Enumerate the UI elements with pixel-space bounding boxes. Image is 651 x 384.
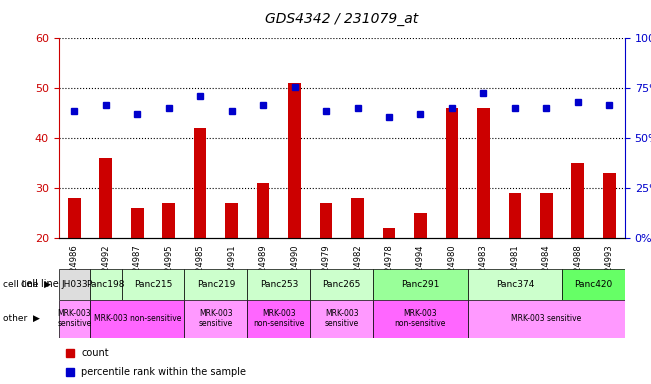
Text: cell line  ▶: cell line ▶ <box>3 280 51 289</box>
Bar <box>256 183 270 238</box>
FancyBboxPatch shape <box>247 269 311 300</box>
Text: Panc420: Panc420 <box>574 280 613 289</box>
Bar <box>194 128 206 238</box>
Text: MRK-003 sensitive: MRK-003 sensitive <box>511 314 581 323</box>
FancyBboxPatch shape <box>562 269 625 300</box>
Text: MRK-003
sensitive: MRK-003 sensitive <box>57 309 91 328</box>
Bar <box>445 108 458 238</box>
Bar <box>383 228 395 238</box>
FancyBboxPatch shape <box>467 300 625 338</box>
FancyBboxPatch shape <box>90 300 184 338</box>
Text: Panc291: Panc291 <box>401 280 439 289</box>
FancyBboxPatch shape <box>373 269 467 300</box>
Bar <box>351 198 364 238</box>
Bar <box>540 193 553 238</box>
FancyBboxPatch shape <box>311 300 373 338</box>
FancyBboxPatch shape <box>373 300 467 338</box>
Bar <box>414 213 427 238</box>
Bar <box>572 163 584 238</box>
Text: JH033: JH033 <box>61 280 88 289</box>
Text: MRK-003 non-sensitive: MRK-003 non-sensitive <box>94 314 181 323</box>
FancyBboxPatch shape <box>184 269 247 300</box>
Bar <box>100 158 112 238</box>
Text: other  ▶: other ▶ <box>3 314 40 323</box>
Text: percentile rank within the sample: percentile rank within the sample <box>81 367 246 377</box>
Bar <box>320 203 332 238</box>
Bar <box>603 173 615 238</box>
Text: cell line: cell line <box>21 279 59 289</box>
FancyBboxPatch shape <box>184 300 247 338</box>
FancyBboxPatch shape <box>59 269 90 300</box>
Text: count: count <box>81 348 109 358</box>
Text: Panc374: Panc374 <box>495 280 534 289</box>
Bar <box>288 83 301 238</box>
Text: Panc219: Panc219 <box>197 280 235 289</box>
Bar <box>508 193 521 238</box>
Bar <box>68 198 81 238</box>
Bar <box>477 108 490 238</box>
Text: Panc198: Panc198 <box>87 280 125 289</box>
Bar <box>131 208 143 238</box>
FancyBboxPatch shape <box>59 300 90 338</box>
Text: Panc215: Panc215 <box>134 280 172 289</box>
Text: MRK-003
sensitive: MRK-003 sensitive <box>199 309 233 328</box>
FancyBboxPatch shape <box>122 269 184 300</box>
Text: MRK-003
sensitive: MRK-003 sensitive <box>325 309 359 328</box>
Text: MRK-003
non-sensitive: MRK-003 non-sensitive <box>395 309 446 328</box>
Text: MRK-003
non-sensitive: MRK-003 non-sensitive <box>253 309 305 328</box>
Bar <box>225 203 238 238</box>
FancyBboxPatch shape <box>311 269 373 300</box>
FancyBboxPatch shape <box>247 300 311 338</box>
Text: Panc253: Panc253 <box>260 280 298 289</box>
Text: Panc265: Panc265 <box>323 280 361 289</box>
FancyBboxPatch shape <box>90 269 122 300</box>
FancyBboxPatch shape <box>467 269 562 300</box>
Bar <box>162 203 175 238</box>
Text: GDS4342 / 231079_at: GDS4342 / 231079_at <box>265 12 419 25</box>
